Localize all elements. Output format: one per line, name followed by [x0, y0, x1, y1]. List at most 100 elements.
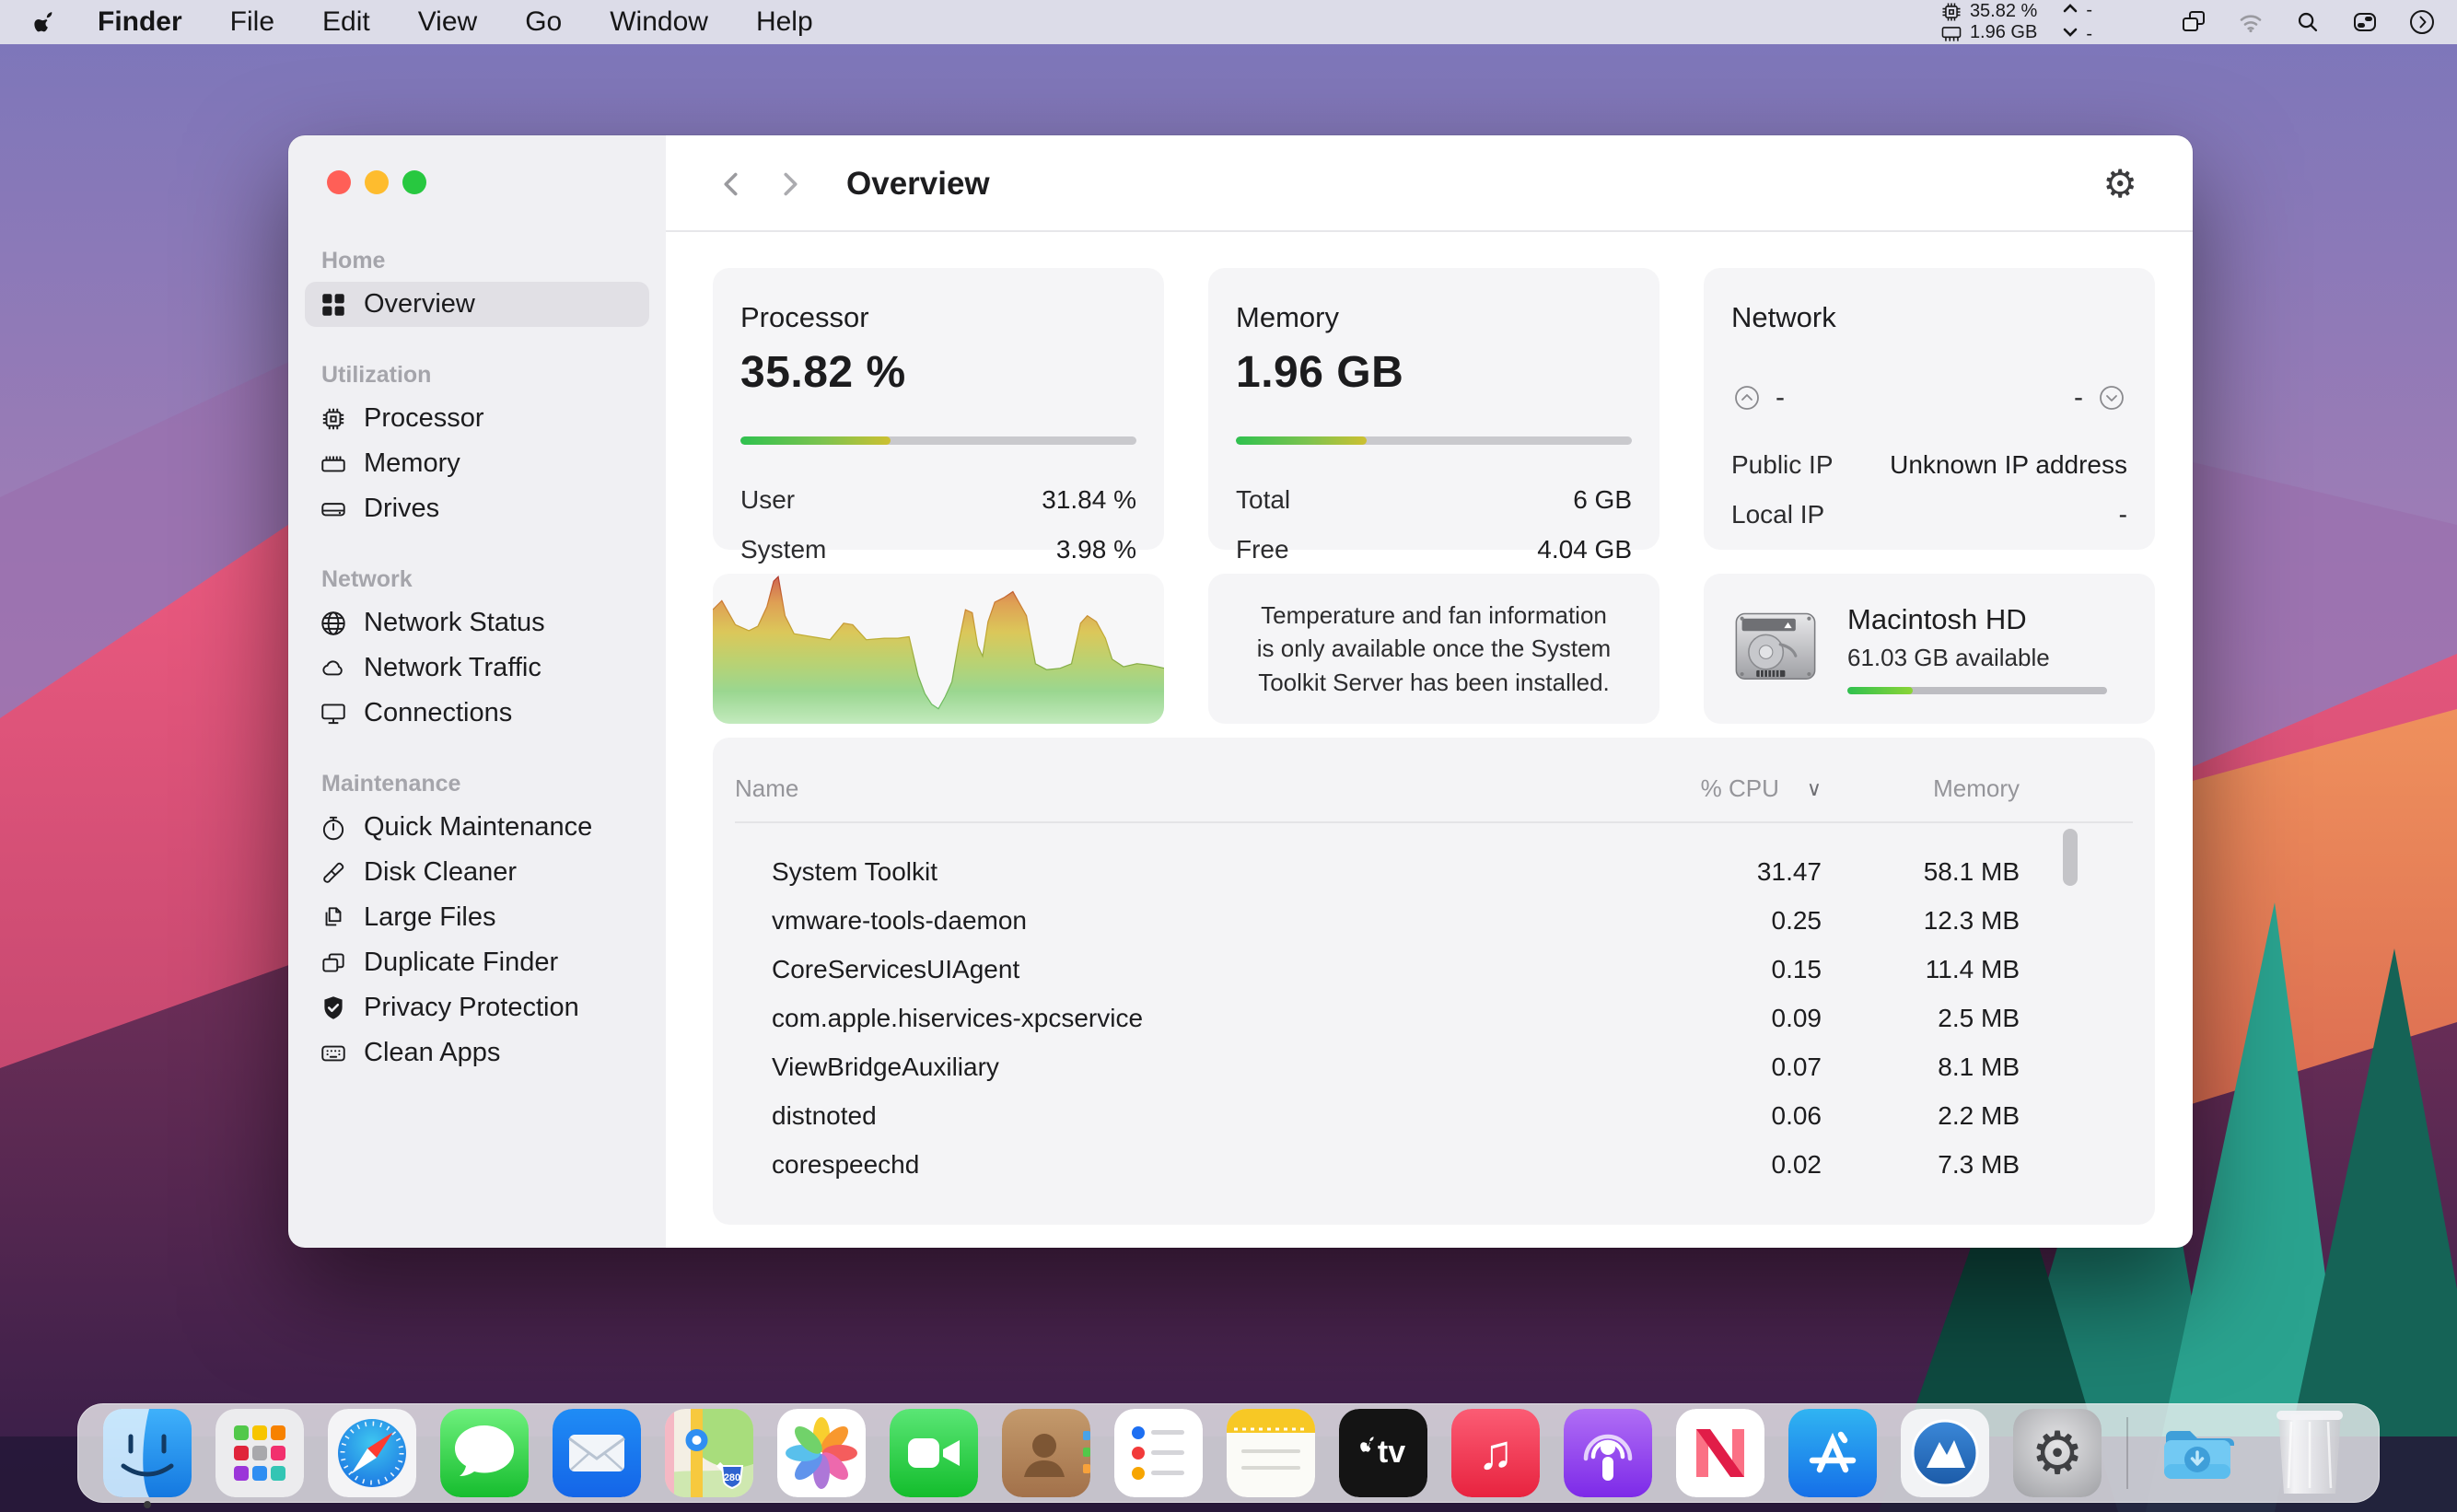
- menu-download-value: -: [2086, 23, 2092, 44]
- sidebar: Home Overview Utilization Processor Memo…: [288, 135, 666, 1248]
- menu-item-file[interactable]: File: [229, 6, 275, 37]
- download-circle-icon: [2096, 382, 2127, 413]
- sidebar-item-overview[interactable]: Overview: [305, 282, 649, 327]
- process-row[interactable]: distnoted 0.06 2.2 MB: [772, 1100, 2020, 1130]
- system-toolkit-window: Home Overview Utilization Processor Memo…: [288, 135, 2193, 1248]
- menu-item-window[interactable]: Window: [610, 6, 708, 37]
- apple-menu-icon[interactable]: [28, 6, 61, 39]
- stat-value: -: [2118, 500, 2127, 529]
- dock-system-preferences-icon[interactable]: ⚙: [2013, 1409, 2102, 1497]
- dock-maps-icon[interactable]: 280: [665, 1409, 753, 1497]
- dock-finder-icon[interactable]: [103, 1409, 192, 1508]
- stat-label: Total: [1236, 485, 1291, 514]
- sidebar-item-network-traffic[interactable]: Network Traffic: [305, 646, 649, 691]
- control-center-icon[interactable]: [2348, 6, 2381, 39]
- process-row[interactable]: CoreServicesUIAgent 0.15 11.4 MB: [772, 954, 2020, 983]
- system-stats-menu-extra[interactable]: 35.82 % 1.96 GB: [1939, 2, 2037, 43]
- download-chevron-icon: [2061, 23, 2079, 46]
- stat-value: Unknown IP address: [1890, 450, 2127, 479]
- column-header-memory[interactable]: Memory: [1933, 774, 2020, 802]
- sidebar-item-memory[interactable]: Memory: [305, 441, 649, 486]
- dock-music-icon[interactable]: ♫: [1451, 1409, 1540, 1497]
- dock-facetime-icon[interactable]: [890, 1409, 978, 1497]
- sidebar-item-label: Privacy Protection: [364, 993, 579, 1022]
- memory-card-title: Memory: [1236, 301, 1339, 333]
- menu-bar: Finder File Edit View Go Window Help 35.…: [0, 0, 2457, 44]
- dock-downloads-folder-icon[interactable]: [2153, 1409, 2242, 1497]
- maps-shield-label: 280: [724, 1472, 740, 1483]
- memory-progress-track: [1236, 436, 1632, 445]
- upload-circle-icon: [1731, 382, 1763, 413]
- sidebar-item-disk-cleaner[interactable]: Disk Cleaner: [305, 850, 649, 895]
- menu-item-go[interactable]: Go: [525, 6, 563, 37]
- finder-running-indicator: [144, 1501, 151, 1508]
- close-window-button[interactable]: [327, 170, 351, 194]
- menu-item-finder[interactable]: Finder: [98, 6, 182, 37]
- dock-reminders-icon[interactable]: [1114, 1409, 1203, 1497]
- menu-item-help[interactable]: Help: [755, 6, 813, 37]
- minimize-window-button[interactable]: [365, 170, 389, 194]
- mission-control-icon[interactable]: [2177, 6, 2210, 39]
- sidebar-item-label: Duplicate Finder: [364, 948, 559, 977]
- stat-value: 3.98 %: [1055, 535, 1136, 564]
- column-header-cpu[interactable]: % CPU ∨: [1700, 774, 1822, 802]
- cpu-chip-icon: [1939, 2, 1963, 22]
- stat-label: Local IP: [1731, 500, 1825, 529]
- sidebar-item-large-files[interactable]: Large Files: [305, 895, 649, 940]
- back-button[interactable]: [714, 166, 751, 203]
- processor-card-value: 35.82 %: [740, 348, 906, 397]
- dock-safari-icon[interactable]: [328, 1409, 416, 1497]
- overview-content: Processor 35.82 % User 31.84 % System 3.98…: [666, 232, 2193, 1248]
- process-row[interactable]: corespeechd 0.02 7.3 MB: [772, 1149, 2020, 1179]
- process-row[interactable]: com.apple.hiservices-xpcservice 0.09 2.5 M…: [772, 1003, 2020, 1032]
- sidebar-item-processor[interactable]: Processor: [305, 396, 649, 441]
- menu-extra-circle-icon[interactable]: [2405, 6, 2439, 39]
- sidebar-item-connections[interactable]: Connections: [305, 691, 649, 736]
- dock-photos-icon[interactable]: [777, 1409, 866, 1497]
- dock-tv-icon[interactable]: tv: [1339, 1409, 1427, 1497]
- sidebar-item-privacy-protection[interactable]: Privacy Protection: [305, 985, 649, 1030]
- network-card: Network - - Public IP Unknown IP address …: [1704, 268, 2155, 550]
- disk-progress-fill: [1847, 687, 1913, 694]
- ram-icon: [318, 448, 349, 480]
- dock-messages-icon[interactable]: [440, 1409, 529, 1497]
- cpu-icon: [318, 403, 349, 435]
- process-row[interactable]: vmware-tools-daemon 0.25 12.3 MB: [772, 905, 2020, 935]
- sidebar-item-duplicate-finder[interactable]: Duplicate Finder: [305, 940, 649, 985]
- wifi-icon[interactable]: [2234, 6, 2267, 39]
- dock-trash-icon[interactable]: [2265, 1409, 2354, 1497]
- preferences-gear-glyph: ⚙: [2031, 1419, 2084, 1486]
- table-header-divider: [735, 821, 2133, 823]
- dock-contacts-icon[interactable]: [1002, 1409, 1090, 1497]
- stat-label: User: [740, 485, 796, 514]
- dock-launchpad-icon[interactable]: [215, 1409, 304, 1497]
- network-throughput-menu-extra[interactable]: - -: [2061, 0, 2092, 46]
- dock-news-icon[interactable]: [1676, 1409, 1764, 1497]
- sidebar-item-label: Network Status: [364, 608, 545, 637]
- stat-label: System: [740, 535, 827, 564]
- zoom-window-button[interactable]: [402, 170, 426, 194]
- process-row[interactable]: ViewBridgeAuxiliary 0.07 8.1 MB: [772, 1052, 2020, 1081]
- process-row[interactable]: System Toolkit 31.47 58.1 MB: [772, 856, 2020, 886]
- dock-mail-icon[interactable]: [553, 1409, 641, 1497]
- settings-gear-icon[interactable]: ⚙: [2102, 161, 2137, 205]
- sidebar-item-drives[interactable]: Drives: [305, 486, 649, 531]
- sidebar-item-network-status[interactable]: Network Status: [305, 600, 649, 646]
- forward-button[interactable]: [771, 166, 808, 203]
- menu-item-edit[interactable]: Edit: [322, 6, 370, 37]
- dock-app-store-icon[interactable]: [1788, 1409, 1877, 1497]
- stat-label: Public IP: [1731, 450, 1834, 479]
- sidebar-section-network: Network: [321, 566, 413, 592]
- processor-card-title: Processor: [740, 301, 869, 333]
- column-header-name[interactable]: Name: [735, 774, 799, 802]
- dock-notes-icon[interactable]: [1227, 1409, 1315, 1497]
- dock-podcasts-icon[interactable]: [1564, 1409, 1652, 1497]
- sidebar-item-clean-apps[interactable]: Clean Apps: [305, 1030, 649, 1076]
- menu-item-view[interactable]: View: [417, 6, 478, 37]
- sidebar-item-quick-maintenance[interactable]: Quick Maintenance: [305, 805, 649, 850]
- music-note-glyph: ♫: [1477, 1426, 1514, 1480]
- sidebar-item-label: Overview: [364, 289, 475, 319]
- spotlight-search-icon[interactable]: [2291, 6, 2324, 39]
- dock-system-toolkit-icon[interactable]: [1901, 1409, 1989, 1497]
- table-scrollbar[interactable]: [2063, 829, 2078, 886]
